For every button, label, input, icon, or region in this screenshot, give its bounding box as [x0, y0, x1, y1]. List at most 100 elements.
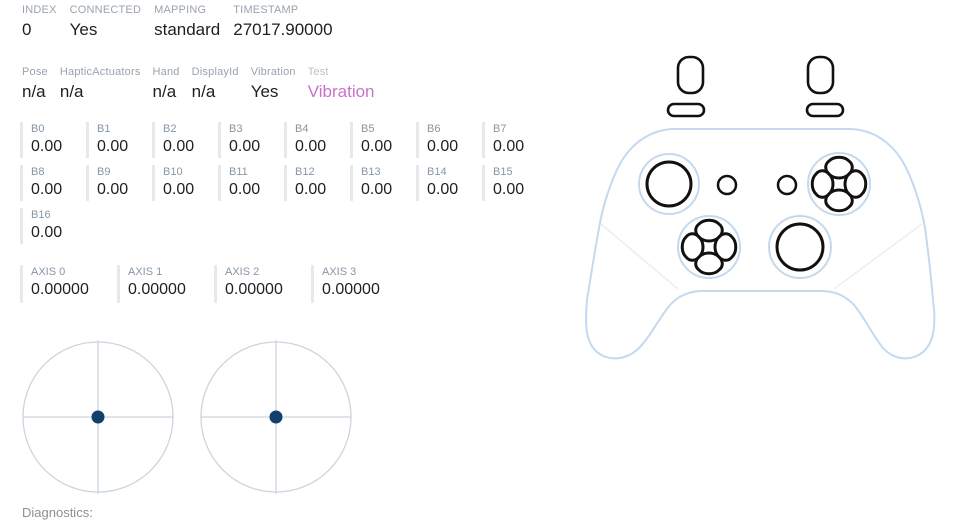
button-label: B8 — [31, 166, 45, 178]
axis-value: 0.00000 — [322, 281, 380, 298]
button-cell-b2: B2 0.00 — [152, 122, 218, 158]
button-label: B16 — [31, 209, 51, 221]
button-label: B15 — [493, 166, 513, 178]
button-label: B13 — [361, 166, 381, 178]
test-vibration-button[interactable]: Vibration — [307, 82, 375, 101]
button-cell-b10: B10 0.00 — [152, 165, 218, 201]
button-cell-b6: B6 0.00 — [416, 122, 482, 158]
axis-value: 0.00000 — [128, 281, 186, 298]
button-cell-b16: B16 0.00 — [20, 208, 86, 244]
left-bumper-icon — [666, 102, 706, 118]
axis-label: AXIS 2 — [225, 266, 260, 278]
right-stick-ring-icon — [768, 215, 832, 279]
display-id-field: DisplayId n/a — [192, 65, 239, 102]
axis-label: AXIS 3 — [322, 266, 357, 278]
left-stick-ring-icon — [638, 153, 700, 215]
button-cell-b0: B0 0.00 — [20, 122, 86, 158]
axis-cell-2: AXIS 2 0.00000 — [214, 265, 311, 303]
dpad-icon — [677, 215, 741, 279]
connected-label: CONNECTED — [69, 4, 142, 16]
mapping-field: MAPPING standard — [154, 3, 220, 40]
button-label: B1 — [97, 123, 111, 135]
button-cell-b7: B7 0.00 — [482, 122, 548, 158]
button-value: 0.00 — [163, 138, 195, 155]
mapping-label: MAPPING — [154, 4, 207, 16]
button-value: 0.00 — [163, 181, 195, 198]
hand-label: Hand — [152, 66, 180, 78]
haptic-actuators-field: HapticActuators n/a — [60, 65, 141, 102]
start-button-icon — [776, 174, 798, 196]
button-value: 0.00 — [295, 181, 327, 198]
button-cell-b4: B4 0.00 — [284, 122, 350, 158]
right-stick-display — [200, 340, 352, 494]
right-trigger-icon — [806, 55, 835, 95]
axis-cell-1: AXIS 1 0.00000 — [117, 265, 214, 303]
button-value: 0.00 — [229, 138, 261, 155]
button-value: 0.00 — [295, 138, 327, 155]
stick-position-displays — [22, 340, 352, 494]
gamepad-icon — [585, 55, 936, 360]
timestamp-label: TIMESTAMP — [233, 4, 299, 16]
button-label: B0 — [31, 123, 45, 135]
button-cell-b8: B8 0.00 — [20, 165, 86, 201]
gamepad-body-outline — [585, 128, 936, 360]
button-value: 0.00 — [97, 138, 129, 155]
right-stick-icon — [775, 222, 825, 272]
button-value: 0.00 — [427, 181, 459, 198]
test-label: Test — [307, 66, 329, 78]
display-id-label: DisplayId — [191, 66, 239, 78]
vibration-value: Yes — [250, 82, 279, 101]
button-value: 0.00 — [31, 224, 63, 241]
vibration-field: Vibration Yes — [251, 65, 296, 102]
dpad-left-icon — [680, 232, 705, 262]
left-grip-separator-line — [600, 223, 679, 290]
gamepad-header-row: INDEX 0 CONNECTED Yes MAPPING standard T… — [22, 3, 333, 40]
mapping-value: standard — [154, 20, 221, 39]
axis-value: 0.00000 — [31, 281, 89, 298]
button-label: B6 — [427, 123, 441, 135]
right-bumper-icon — [805, 102, 845, 118]
dpad-ring-icon — [677, 215, 741, 279]
button-cell-b12: B12 0.00 — [284, 165, 350, 201]
button-cell-b15: B15 0.00 — [482, 165, 548, 201]
timestamp-value: 27017.90000 — [233, 20, 333, 39]
button-label: B3 — [229, 123, 243, 135]
button-label: B14 — [427, 166, 447, 178]
hand-field: Hand n/a — [153, 65, 180, 102]
axis-label: AXIS 1 — [128, 266, 163, 278]
button-value: 0.00 — [427, 138, 459, 155]
button-value: 0.00 — [361, 181, 393, 198]
left-stick-display — [22, 340, 174, 494]
axis-cell-3: AXIS 3 0.00000 — [311, 265, 408, 303]
button-value: 0.00 — [31, 138, 63, 155]
left-trigger-icon — [676, 55, 705, 95]
left-stick-position-dot — [91, 410, 105, 424]
button-label: B10 — [163, 166, 183, 178]
button-value: 0.00 — [97, 181, 129, 198]
button-cell-b1: B1 0.00 — [86, 122, 152, 158]
index-label: INDEX — [22, 4, 57, 16]
face-buttons-ring-icon — [807, 152, 871, 216]
button-value: 0.00 — [493, 138, 525, 155]
axes-row: AXIS 0 0.00000 AXIS 1 0.00000 AXIS 2 0.0… — [20, 265, 408, 310]
button-cell-b3: B3 0.00 — [218, 122, 284, 158]
hand-value: n/a — [152, 82, 177, 101]
haptic-actuators-value: n/a — [59, 82, 84, 101]
display-id-value: n/a — [191, 82, 216, 101]
button-value: 0.00 — [361, 138, 393, 155]
button-value: 0.00 — [493, 181, 525, 198]
gamepad-info-row: Pose n/a HapticActuators n/a Hand n/a Di… — [22, 65, 375, 102]
index-value: 0 — [22, 20, 32, 39]
button-cell-b11: B11 0.00 — [218, 165, 284, 201]
axis-label: AXIS 0 — [31, 266, 66, 278]
right-stick-position-dot — [269, 410, 283, 424]
button-cell-b9: B9 0.00 — [86, 165, 152, 201]
button-label: B4 — [295, 123, 309, 135]
left-stick-icon — [645, 160, 693, 208]
connected-field: CONNECTED Yes — [70, 3, 141, 40]
button-value: 0.00 — [31, 181, 63, 198]
axis-cell-0: AXIS 0 0.00000 — [20, 265, 117, 303]
diagnostics-label: Diagnostics: — [22, 505, 93, 520]
button-label: B12 — [295, 166, 315, 178]
pose-value: n/a — [22, 82, 46, 101]
